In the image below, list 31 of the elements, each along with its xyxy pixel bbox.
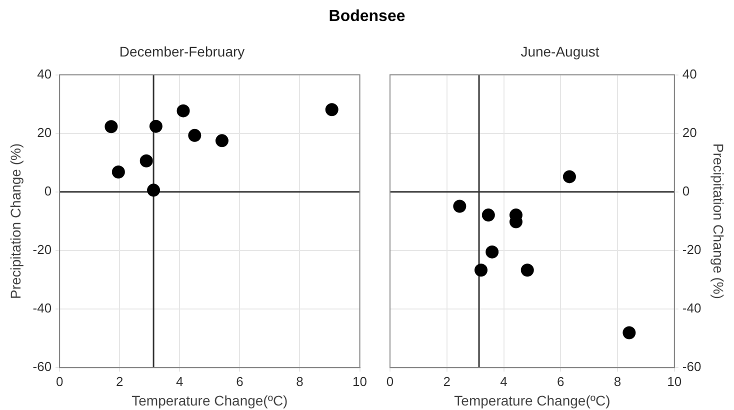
- y2-tick-label: -20: [682, 242, 702, 258]
- x-axis-title: Temperature Change(ºC): [454, 392, 610, 408]
- y2-tick-label: 40: [682, 66, 697, 82]
- y-tick-label: 0: [44, 184, 52, 198]
- x-tick-label: 10: [667, 374, 682, 389]
- x-tick-label: 6: [236, 374, 244, 389]
- chart-subtitle: December-February: [119, 43, 245, 60]
- chart-title: Bodensee: [328, 8, 406, 26]
- x-tick-label: 8: [296, 374, 304, 389]
- x-tick-label: 4: [500, 374, 508, 389]
- y2-tick-label: -40: [682, 300, 702, 316]
- y-tick-label: -60: [32, 359, 52, 374]
- y-tick-label: -20: [32, 242, 52, 258]
- chart-subtitle: June-August: [520, 43, 600, 60]
- y2-tick-label: 20: [682, 124, 697, 140]
- x-tick-label: 4: [176, 374, 184, 389]
- y2-tick-label: 0: [682, 184, 690, 198]
- y-tick-label: 40: [37, 66, 52, 82]
- y2-tick-label: -60: [682, 359, 702, 374]
- x-tick-label: 2: [116, 374, 124, 389]
- y-tick-label: 20: [37, 124, 52, 140]
- x-tick-label: 8: [614, 374, 622, 389]
- x-tick-label: 0: [386, 374, 394, 389]
- x-tick-label: 6: [557, 374, 564, 389]
- y-axis-title: Precipitation Change (%): [7, 143, 24, 300]
- x-tick-label: 10: [352, 374, 368, 389]
- x-tick-label: 0: [56, 374, 64, 389]
- x-axis-title: Temperature Change(ºC): [132, 392, 288, 408]
- y-tick-label: -40: [32, 300, 52, 316]
- x-tick-label: 2: [443, 374, 450, 389]
- y2-axis-title: Precipitation Change (%): [710, 143, 727, 300]
